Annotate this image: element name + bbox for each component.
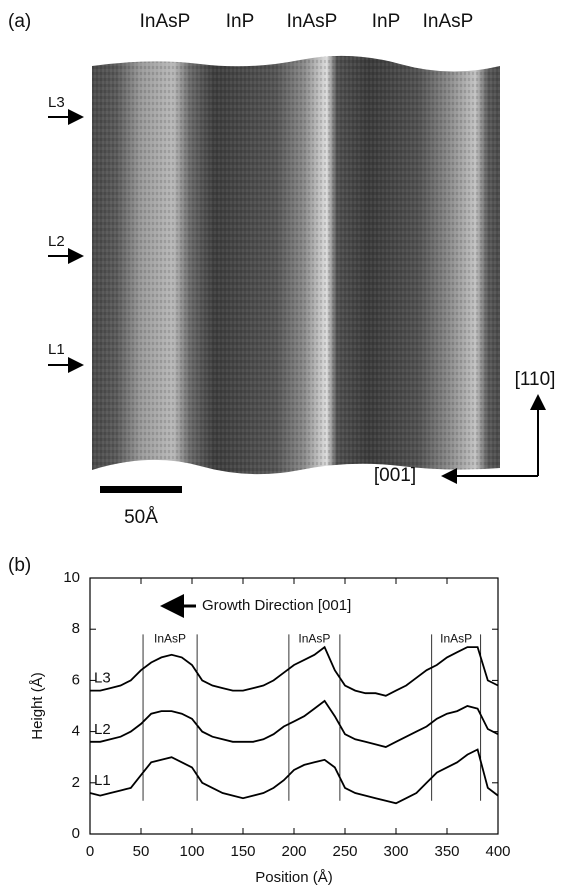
region-label: InAsP	[287, 11, 338, 32]
region-label: InP	[226, 11, 255, 32]
stm-image	[92, 55, 500, 475]
x-tick-label: 200	[281, 843, 306, 860]
y-tick-label: 10	[63, 569, 80, 586]
x-tick-label: 300	[383, 843, 408, 860]
region-label: InAsP	[140, 11, 191, 32]
x-tick-label: 250	[332, 843, 357, 860]
x-tick-label: 100	[179, 843, 204, 860]
x-tick-label: 0	[86, 843, 94, 860]
line-label: L2	[48, 233, 65, 250]
y-tick-label: 4	[72, 723, 80, 740]
series-label: L1	[94, 772, 111, 789]
panel-label: (a)	[8, 11, 31, 32]
x-tick-label: 350	[434, 843, 459, 860]
line-label: L1	[48, 341, 65, 358]
scale-label: 50Å	[124, 507, 158, 528]
y-tick-label: 8	[72, 620, 80, 637]
y-tick-label: 0	[72, 825, 80, 842]
y-tick-label: 2	[72, 774, 80, 791]
x-axis-label: Position (Å)	[255, 869, 333, 886]
y-axis-label: Height (Å)	[29, 672, 46, 740]
scale-bar	[100, 486, 182, 493]
region-label: InAsP	[423, 11, 474, 32]
line-label: L3	[48, 94, 65, 111]
x-tick-label: 50	[133, 843, 150, 860]
series-label: L2	[94, 721, 111, 738]
direction-label: [110]	[515, 369, 556, 390]
region-label: InP	[372, 11, 401, 32]
series-line	[90, 699, 499, 748]
region-label: InAsP	[440, 632, 472, 646]
series-label: L3	[94, 670, 111, 687]
region-label: InAsP	[154, 632, 186, 646]
series-line	[89, 748, 499, 805]
panel-label: (b)	[8, 555, 31, 576]
direction-label: [001]	[374, 465, 416, 486]
annotation: Growth Direction [001]	[202, 597, 351, 614]
region-label: InAsP	[298, 632, 330, 646]
x-tick-label: 400	[485, 843, 510, 860]
x-tick-label: 150	[230, 843, 255, 860]
y-tick-label: 6	[72, 671, 80, 688]
series-line	[90, 645, 499, 697]
plot-frame	[89, 577, 499, 835]
